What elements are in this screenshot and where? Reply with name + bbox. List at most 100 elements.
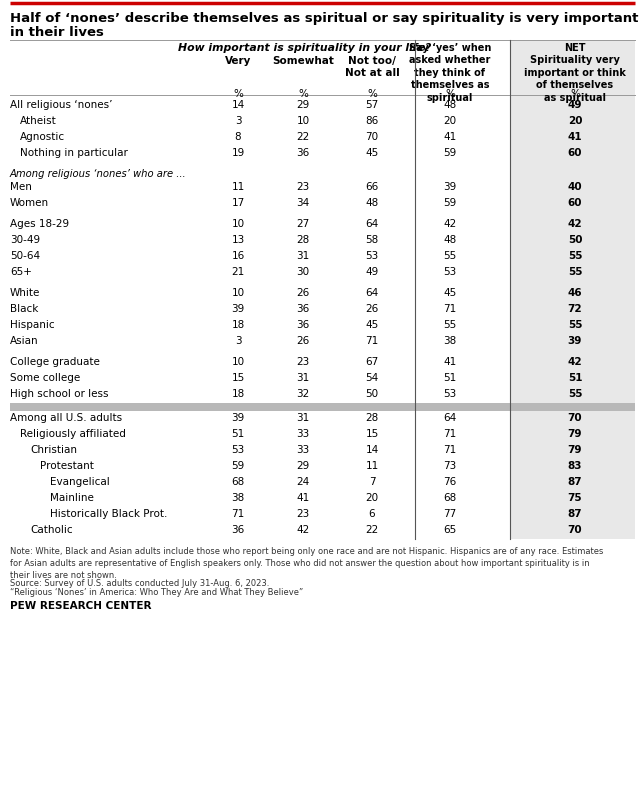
- Text: 31: 31: [296, 413, 310, 423]
- Text: Some college: Some college: [10, 373, 80, 383]
- Text: 33: 33: [296, 445, 310, 455]
- Text: 19: 19: [232, 148, 244, 158]
- Text: 45: 45: [444, 288, 456, 298]
- Text: 10: 10: [232, 288, 244, 298]
- Text: 38: 38: [232, 493, 244, 503]
- Text: 70: 70: [365, 132, 379, 142]
- Text: 68: 68: [444, 493, 456, 503]
- Text: Women: Women: [10, 198, 49, 208]
- Text: 39: 39: [232, 304, 244, 314]
- Text: 53: 53: [444, 389, 456, 399]
- Text: Hispanic: Hispanic: [10, 320, 54, 330]
- Text: 18: 18: [232, 320, 244, 330]
- Text: 55: 55: [568, 320, 582, 330]
- Text: 36: 36: [296, 320, 310, 330]
- Text: 22: 22: [296, 132, 310, 142]
- Text: 55: 55: [568, 389, 582, 399]
- Text: 29: 29: [296, 100, 310, 110]
- Text: 42: 42: [296, 525, 310, 535]
- Text: 48: 48: [444, 235, 456, 245]
- Text: 31: 31: [296, 251, 310, 261]
- Text: 31: 31: [296, 373, 310, 383]
- Text: Among all U.S. adults: Among all U.S. adults: [10, 413, 122, 423]
- Text: 79: 79: [568, 445, 582, 455]
- Text: 64: 64: [444, 413, 456, 423]
- Text: 10: 10: [296, 116, 310, 126]
- Text: 64: 64: [365, 219, 379, 229]
- Text: 3: 3: [235, 336, 241, 346]
- Text: Protestant: Protestant: [40, 461, 94, 471]
- Text: 87: 87: [568, 477, 582, 487]
- Text: 6: 6: [369, 509, 375, 519]
- Text: 49: 49: [568, 100, 582, 110]
- Text: 42: 42: [568, 357, 582, 367]
- Text: 75: 75: [568, 493, 582, 503]
- Text: 40: 40: [568, 182, 582, 192]
- Text: 36: 36: [296, 148, 310, 158]
- Text: Note: White, Black and Asian adults include those who report being only one race: Note: White, Black and Asian adults incl…: [10, 547, 604, 580]
- Text: Among religious ‘nones’ who are ...: Among religious ‘nones’ who are ...: [10, 169, 187, 179]
- Text: 71: 71: [444, 304, 456, 314]
- Text: NET
Spirituality very
important or think
of themselves
as spiritual: NET Spirituality very important or think…: [524, 43, 626, 103]
- Text: 14: 14: [232, 100, 244, 110]
- Text: 51: 51: [444, 373, 456, 383]
- Text: 36: 36: [232, 525, 244, 535]
- Text: Religiously affiliated: Religiously affiliated: [20, 429, 126, 439]
- Text: Source: Survey of U.S. adults conducted July 31-Aug. 6, 2023.: Source: Survey of U.S. adults conducted …: [10, 579, 269, 588]
- Text: Atheist: Atheist: [20, 116, 57, 126]
- Text: Ages 18-29: Ages 18-29: [10, 219, 69, 229]
- Text: Say ‘yes’ when
asked whether
they think of
themselves as
spiritual: Say ‘yes’ when asked whether they think …: [409, 43, 491, 103]
- Text: Asian: Asian: [10, 336, 38, 346]
- Text: 21: 21: [232, 267, 244, 277]
- Text: Men: Men: [10, 182, 32, 192]
- Text: 53: 53: [232, 445, 244, 455]
- Text: 15: 15: [365, 429, 379, 439]
- Text: 32: 32: [296, 389, 310, 399]
- Text: 87: 87: [568, 509, 582, 519]
- Text: 65+: 65+: [10, 267, 32, 277]
- Text: 26: 26: [296, 336, 310, 346]
- Text: 50-64: 50-64: [10, 251, 40, 261]
- Text: 27: 27: [296, 219, 310, 229]
- Text: 38: 38: [444, 336, 456, 346]
- Text: 71: 71: [444, 445, 456, 455]
- Text: %: %: [570, 89, 580, 99]
- Text: 14: 14: [365, 445, 379, 455]
- Text: 59: 59: [444, 198, 456, 208]
- Text: 10: 10: [232, 357, 244, 367]
- Text: 34: 34: [296, 198, 310, 208]
- Text: in their lives: in their lives: [10, 26, 104, 39]
- Text: 42: 42: [568, 219, 582, 229]
- Text: %: %: [298, 89, 308, 99]
- Text: 10: 10: [232, 219, 244, 229]
- Text: 72: 72: [568, 304, 582, 314]
- Text: 71: 71: [365, 336, 379, 346]
- Text: Half of ‘nones’ describe themselves as spiritual or say spirituality is very imp: Half of ‘nones’ describe themselves as s…: [10, 12, 638, 25]
- Text: 45: 45: [365, 148, 379, 158]
- Text: 41: 41: [444, 357, 456, 367]
- Text: All religious ‘nones’: All religious ‘nones’: [10, 100, 113, 110]
- Text: 20: 20: [365, 493, 379, 503]
- Text: 59: 59: [232, 461, 244, 471]
- Text: Christian: Christian: [30, 445, 77, 455]
- Text: 50: 50: [365, 389, 379, 399]
- Text: 33: 33: [296, 429, 310, 439]
- Text: 18: 18: [232, 389, 244, 399]
- Text: Not too/
Not at all: Not too/ Not at all: [344, 56, 399, 78]
- Text: 60: 60: [568, 148, 582, 158]
- Text: 49: 49: [365, 267, 379, 277]
- Text: 17: 17: [232, 198, 244, 208]
- Bar: [10, 403, 635, 411]
- Text: 11: 11: [232, 182, 244, 192]
- Text: 39: 39: [568, 336, 582, 346]
- Text: 53: 53: [444, 267, 456, 277]
- Text: 36: 36: [296, 304, 310, 314]
- Text: %: %: [367, 89, 377, 99]
- Text: 24: 24: [296, 477, 310, 487]
- Text: 23: 23: [296, 182, 310, 192]
- Text: 23: 23: [296, 357, 310, 367]
- Text: 65: 65: [444, 525, 456, 535]
- Text: 76: 76: [444, 477, 456, 487]
- Text: 28: 28: [296, 235, 310, 245]
- Text: 7: 7: [369, 477, 375, 487]
